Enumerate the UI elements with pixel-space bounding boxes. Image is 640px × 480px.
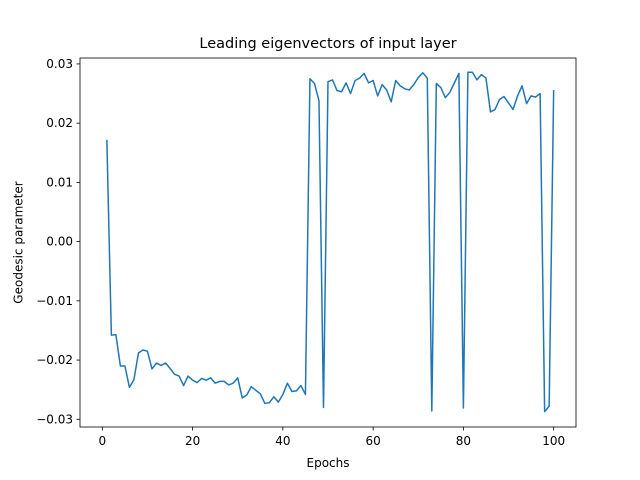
- y-axis-label: Geodesic parameter: [12, 181, 26, 303]
- y-tick-label: 0.00: [46, 235, 73, 249]
- x-axis-label: Epochs: [307, 456, 350, 470]
- plot-area: [106, 71, 555, 413]
- axis-ticks: 0 20 40 60 80 100 −0.03 −0.02 −0.01 0.00 0.01 0.02 0…: [36, 57, 565, 448]
- axes-frame: [79, 57, 577, 428]
- y-tick-label: 0.03: [46, 57, 73, 71]
- y-tick-label: −0.01: [36, 294, 73, 308]
- x-tick-label: 100: [542, 434, 565, 448]
- y-tick-label: −0.02: [36, 353, 73, 367]
- x-tick-label: 0: [99, 434, 107, 448]
- y-tick-label: 0.01: [46, 175, 73, 189]
- chart-title: Leading eigenvectors of input layer: [199, 36, 456, 52]
- series-line-0: [106, 71, 555, 413]
- x-tick-label: 40: [275, 434, 290, 448]
- x-tick-label: 20: [185, 434, 200, 448]
- x-tick-label: 60: [365, 434, 380, 448]
- x-tick-label: 80: [456, 434, 471, 448]
- y-tick-label: −0.03: [36, 412, 73, 426]
- y-tick-label: 0.02: [46, 116, 73, 130]
